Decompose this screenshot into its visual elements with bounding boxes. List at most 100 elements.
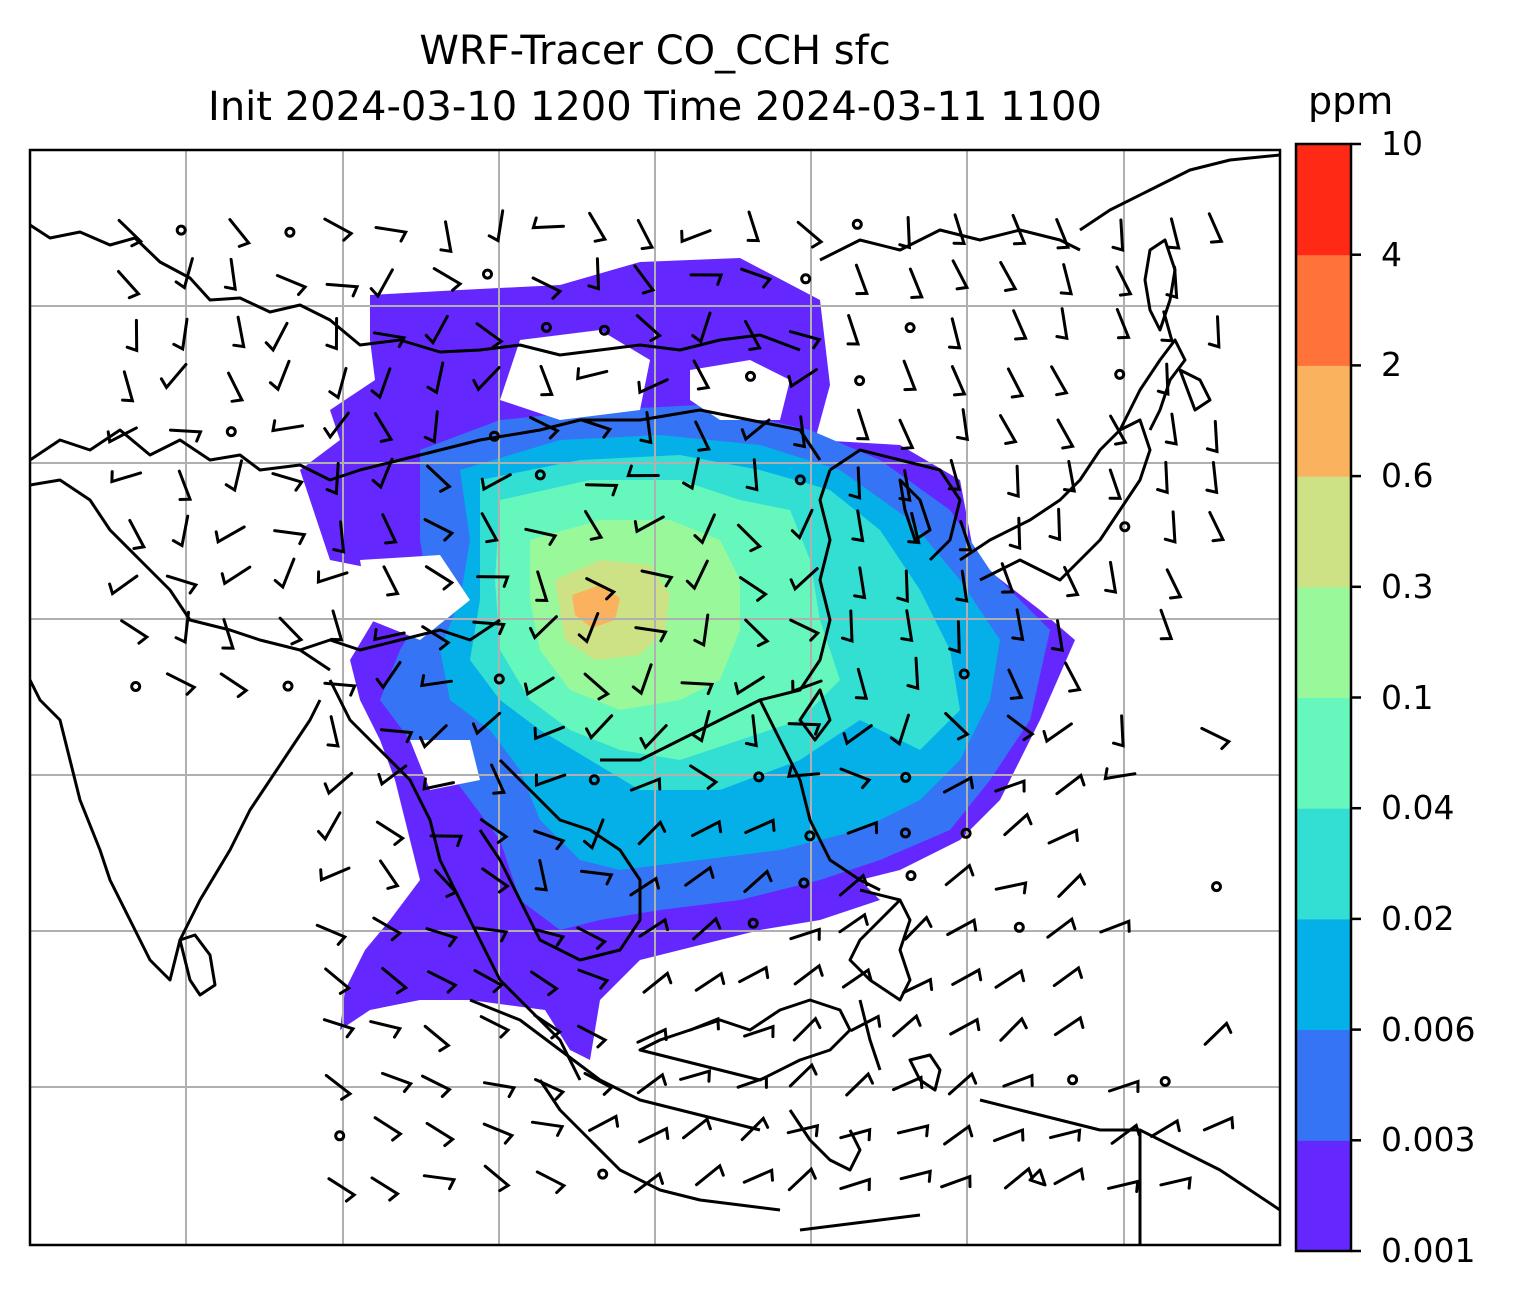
wind-barb xyxy=(1115,265,1133,297)
wind-barb xyxy=(839,1127,872,1142)
colorbar-tick-label: 10 xyxy=(1381,124,1423,163)
wind-barb xyxy=(1042,722,1073,744)
calm-wind-marker xyxy=(804,830,816,842)
wind-barb xyxy=(432,267,463,292)
wind-barb xyxy=(1110,1122,1141,1145)
wind-barb xyxy=(1055,307,1069,341)
wind-barb xyxy=(1063,565,1080,598)
wind-barb xyxy=(944,863,975,887)
wind-barb xyxy=(841,967,873,989)
calm-wind-marker xyxy=(958,668,970,680)
wind-barb xyxy=(1108,1079,1140,1093)
wind-barb xyxy=(324,1073,353,1101)
calm-wind-marker xyxy=(1119,521,1131,533)
wind-barb xyxy=(273,557,296,590)
wind-barb xyxy=(531,216,565,230)
wind-barb xyxy=(580,869,614,886)
wind-barb xyxy=(789,927,821,941)
wind-barb xyxy=(942,775,974,794)
wind-barb xyxy=(1159,608,1174,641)
wind-barb xyxy=(271,419,305,433)
wind-barb xyxy=(904,915,933,941)
wind-barb xyxy=(691,311,712,345)
wind-barb xyxy=(480,473,512,492)
wind-barb xyxy=(685,559,709,591)
wind-barb xyxy=(332,520,346,554)
wind-barb xyxy=(487,209,505,243)
wind-barb xyxy=(315,923,348,946)
wind-barb xyxy=(472,366,501,392)
wind-barb xyxy=(159,363,188,390)
wind-barb xyxy=(693,613,710,648)
wind-barb xyxy=(482,1081,517,1099)
wind-barb xyxy=(422,777,455,791)
wind-barb xyxy=(745,458,759,492)
wind-barb xyxy=(951,967,983,986)
wind-barb xyxy=(896,1123,930,1138)
wind-barb xyxy=(788,1062,818,1088)
wind-barb xyxy=(588,211,608,243)
wind-barb xyxy=(848,466,862,500)
wind-barb xyxy=(636,1072,667,1095)
wind-barb xyxy=(951,259,970,291)
wind-barb xyxy=(369,1020,403,1039)
wind-barb xyxy=(842,724,873,746)
wind-barb xyxy=(588,1114,620,1132)
wind-barb xyxy=(583,1071,615,1096)
wind-barb xyxy=(744,618,770,648)
calm-wind-marker xyxy=(899,827,911,839)
wind-barb xyxy=(1053,1015,1085,1037)
wind-barb xyxy=(471,711,502,736)
wind-barb xyxy=(373,412,394,443)
wind-barb xyxy=(220,565,252,586)
map-title-line1: WRF-Tracer CO_CCH sfc xyxy=(419,28,891,74)
wind-barb xyxy=(375,661,402,690)
calm-wind-marker xyxy=(482,268,493,280)
wind-barb xyxy=(1002,1073,1034,1088)
wind-barb xyxy=(948,317,962,350)
wind-barb xyxy=(577,1024,608,1049)
wind-barb xyxy=(535,570,549,603)
wind-barb xyxy=(1207,315,1221,349)
wind-barb xyxy=(633,264,656,295)
wind-barb xyxy=(898,216,911,250)
wind-barb xyxy=(224,459,243,493)
wind-barb xyxy=(323,411,350,440)
wind-barb xyxy=(523,676,555,697)
wind-barb xyxy=(691,819,723,838)
wind-barb xyxy=(846,820,879,835)
wind-barb xyxy=(851,509,865,543)
calm-wind-marker xyxy=(960,827,972,839)
calm-wind-marker xyxy=(540,321,552,333)
calm-wind-marker xyxy=(794,474,806,486)
calm-wind-marker xyxy=(597,1168,609,1180)
colorbar-segment xyxy=(1296,1140,1351,1252)
colorbar-tick-label: 4 xyxy=(1381,234,1402,274)
wind-barb xyxy=(1099,919,1131,934)
calm-wind-marker xyxy=(130,681,142,692)
wind-barb xyxy=(679,1069,712,1083)
wind-barb xyxy=(322,1018,356,1039)
wind-barb xyxy=(639,411,653,445)
wind-barb xyxy=(691,710,711,744)
wind-barb xyxy=(214,525,246,545)
calm-wind-marker xyxy=(334,1130,346,1142)
wind-barb xyxy=(439,220,453,254)
wind-barb xyxy=(1205,461,1219,495)
wind-barb xyxy=(955,569,969,603)
wind-barb xyxy=(169,428,203,443)
wind-barb xyxy=(688,1016,720,1032)
wind-barb xyxy=(534,1078,566,1101)
wind-barb xyxy=(680,229,712,244)
wind-barb xyxy=(418,724,448,750)
wind-barb xyxy=(793,415,807,449)
calm-wind-marker xyxy=(1211,881,1222,893)
wind-barb xyxy=(792,1016,822,1042)
wind-barb xyxy=(373,1116,403,1142)
wind-barb xyxy=(317,811,342,842)
wind-barb xyxy=(426,361,445,395)
wind-barb xyxy=(689,764,719,790)
wind-barb xyxy=(576,926,608,950)
wind-barb xyxy=(1165,568,1183,600)
